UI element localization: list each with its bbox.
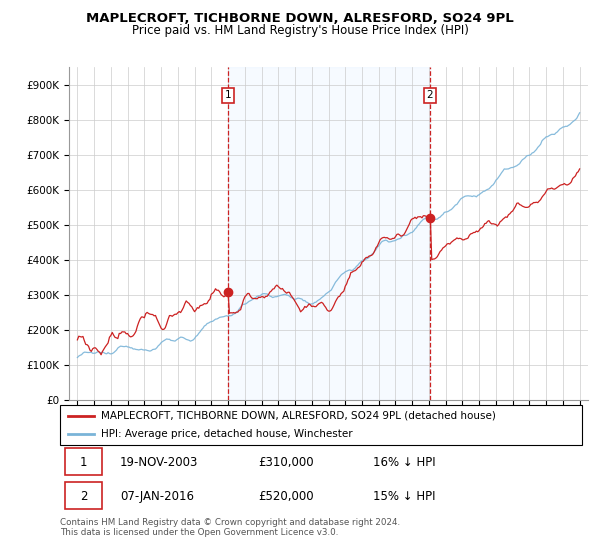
Text: 2: 2 [80, 490, 87, 503]
Text: 07-JAN-2016: 07-JAN-2016 [120, 490, 194, 503]
FancyBboxPatch shape [65, 482, 102, 509]
Text: Contains HM Land Registry data © Crown copyright and database right 2024.
This d: Contains HM Land Registry data © Crown c… [60, 518, 400, 538]
Text: HPI: Average price, detached house, Winchester: HPI: Average price, detached house, Winc… [101, 430, 352, 439]
Text: £520,000: £520,000 [259, 490, 314, 503]
Text: 15% ↓ HPI: 15% ↓ HPI [373, 490, 436, 503]
Text: Price paid vs. HM Land Registry's House Price Index (HPI): Price paid vs. HM Land Registry's House … [131, 24, 469, 37]
Text: 1: 1 [80, 456, 87, 469]
FancyBboxPatch shape [60, 405, 582, 445]
Text: MAPLECROFT, TICHBORNE DOWN, ALRESFORD, SO24 9PL: MAPLECROFT, TICHBORNE DOWN, ALRESFORD, S… [86, 12, 514, 25]
Text: 19-NOV-2003: 19-NOV-2003 [120, 456, 199, 469]
Text: 1: 1 [225, 90, 232, 100]
Bar [228, 67, 430, 400]
Text: 16% ↓ HPI: 16% ↓ HPI [373, 456, 436, 469]
Text: 2: 2 [427, 90, 433, 100]
Text: MAPLECROFT, TICHBORNE DOWN, ALRESFORD, SO24 9PL (detached house): MAPLECROFT, TICHBORNE DOWN, ALRESFORD, S… [101, 411, 496, 421]
FancyBboxPatch shape [65, 448, 102, 475]
Text: £310,000: £310,000 [259, 456, 314, 469]
